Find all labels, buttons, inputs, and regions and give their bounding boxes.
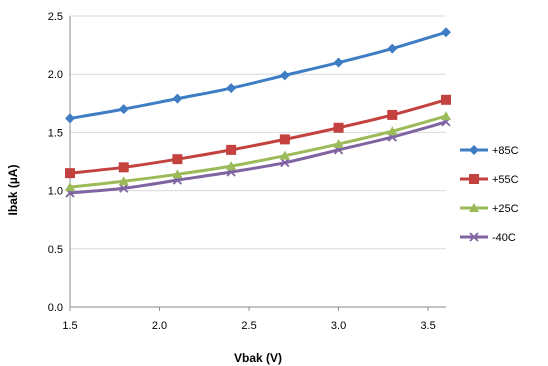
data-point — [65, 113, 75, 124]
data-point — [172, 154, 183, 165]
x-tick-label: 2.5 — [241, 320, 256, 332]
legend-item: +85C — [460, 145, 519, 157]
y-tick-label: 0.5 — [48, 244, 63, 256]
legend-marker — [469, 174, 479, 184]
data-point — [118, 104, 129, 115]
legend-marker — [469, 145, 479, 155]
data-point — [172, 93, 183, 104]
legend-marker — [469, 203, 479, 212]
series — [65, 27, 451, 198]
data-point — [118, 162, 129, 173]
data-point — [118, 176, 129, 186]
x-tick-label: 2.0 — [152, 320, 167, 332]
legend-item: +25C — [460, 203, 519, 215]
data-point — [333, 122, 344, 133]
series-line — [69, 114, 447, 189]
legend: +85C +55C +25C -40C — [460, 145, 519, 244]
y-tick-label: 2.0 — [48, 69, 63, 81]
data-point — [387, 43, 398, 54]
data-point — [279, 150, 290, 160]
data-point — [387, 126, 398, 136]
y-tick-label: 0.0 — [48, 302, 63, 314]
data-point — [441, 27, 451, 38]
grid — [70, 15, 446, 250]
series-line — [69, 30, 447, 120]
data-point — [280, 158, 290, 168]
x-tick-label: 3.0 — [331, 320, 346, 332]
legend-marker — [469, 232, 479, 242]
x-tick-label: 3.5 — [420, 320, 435, 332]
legend-label: -40C — [492, 232, 516, 244]
data-point — [65, 168, 75, 179]
data-point — [226, 83, 237, 94]
data-point — [172, 169, 183, 179]
data-point — [279, 134, 290, 145]
legend-label: +85C — [492, 145, 519, 157]
data-point — [226, 161, 237, 171]
data-point — [226, 144, 237, 155]
x-tick-label: 1.5 — [62, 320, 77, 332]
data-point — [279, 70, 290, 81]
axes: 0.0 0.5 1.0 1.5 2.0 2.5 1.5 2.0 2.5 3.0 3.5 — [48, 11, 446, 332]
data-point — [65, 182, 75, 192]
series-line — [69, 120, 447, 195]
data-point — [333, 57, 344, 68]
series-25c — [65, 111, 451, 192]
y-tick-label: 1.0 — [48, 186, 63, 198]
data-point — [441, 94, 451, 105]
data-point — [333, 139, 344, 149]
data-point — [119, 183, 129, 193]
x-axis-title: Vbak (V) — [234, 351, 282, 365]
series-55c — [65, 94, 451, 179]
y-axis-title: Ibak (µA) — [6, 165, 20, 216]
legend-label: +25C — [492, 203, 519, 215]
legend-item: +55C — [460, 174, 519, 186]
data-point — [441, 111, 451, 121]
series-85c — [65, 27, 451, 124]
legend-label: +55C — [492, 174, 519, 186]
data-point — [387, 109, 398, 120]
legend-item: -40C — [460, 232, 516, 244]
y-tick-label: 2.5 — [48, 11, 63, 23]
y-tick-label: 1.5 — [48, 127, 63, 139]
